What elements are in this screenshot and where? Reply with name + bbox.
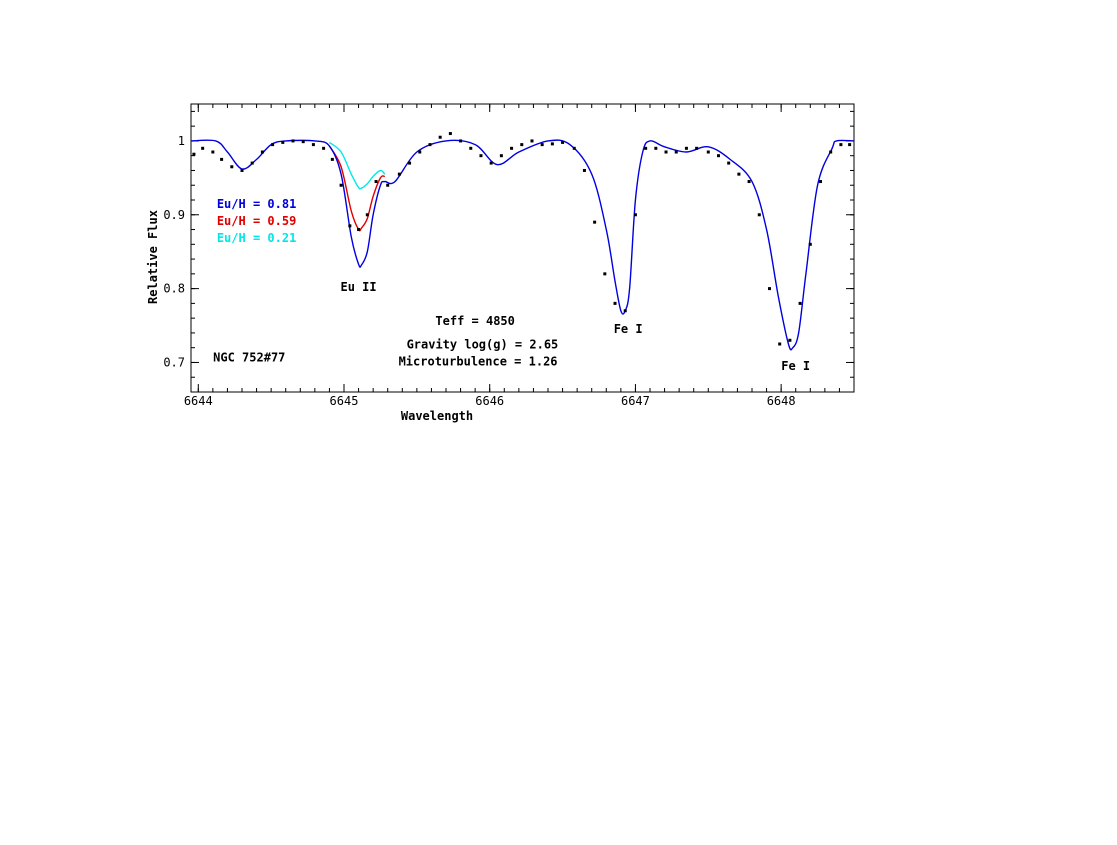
axis-ticks <box>191 104 854 393</box>
plot-frame <box>190 103 855 393</box>
observed-point <box>664 150 668 154</box>
y-tick-label: 1 <box>178 134 185 148</box>
observed-point <box>348 224 352 228</box>
y-axis-label: Relative Flux <box>146 210 160 304</box>
observed-point <box>674 150 678 154</box>
observed-point <box>459 139 463 143</box>
observed-point <box>311 143 315 147</box>
observed-point <box>330 157 334 161</box>
observed-point <box>540 143 544 147</box>
annotation-leg2: Eu/H = 0.59 <box>217 214 296 228</box>
series-line <box>328 141 386 190</box>
annotation-fe1b: Fe I <box>781 359 810 373</box>
observed-point <box>322 146 326 150</box>
y-tick-label: 0.7 <box>163 355 185 369</box>
observed-point <box>737 172 741 176</box>
observed-point <box>260 150 264 154</box>
observed-point <box>593 220 597 224</box>
x-axis-label: Wavelength <box>401 409 473 423</box>
observed-point <box>448 132 452 136</box>
observed-point <box>220 157 224 161</box>
observed-point <box>788 338 792 342</box>
annotation-leg1: Eu/H = 0.81 <box>217 197 296 211</box>
observed-point <box>839 143 843 147</box>
observed-point <box>818 180 822 184</box>
x-tick-label: 6644 <box>184 394 213 408</box>
observed-point <box>829 150 833 154</box>
observed-point <box>211 150 215 154</box>
observed-point <box>706 150 710 154</box>
observed-point <box>798 301 802 305</box>
observed-point <box>716 154 720 158</box>
observed-point <box>240 168 244 172</box>
observed-point <box>479 154 483 158</box>
observed-point <box>747 180 751 184</box>
observed-point <box>438 135 442 139</box>
y-tick-label: 0.8 <box>163 282 185 296</box>
observed-point <box>510 146 514 150</box>
observed-point <box>408 161 412 165</box>
observed-point <box>727 161 731 165</box>
observed-point <box>684 146 688 150</box>
observed-point <box>291 139 295 143</box>
observed-point <box>695 146 699 150</box>
observed-point <box>572 146 576 150</box>
observed-point <box>767 287 771 291</box>
observed-point <box>365 213 369 217</box>
annotation-eu2: Eu II <box>341 280 377 294</box>
observed-point <box>633 213 637 217</box>
observed-point <box>357 228 361 232</box>
x-tick-label: 6648 <box>767 394 796 408</box>
x-tick-label: 6645 <box>330 394 359 408</box>
observed-point <box>201 146 205 150</box>
observed-point <box>397 172 401 176</box>
observed-point <box>848 143 852 147</box>
observed-point <box>550 142 554 146</box>
annotation-micro: Microturbulence = 1.26 <box>399 354 558 368</box>
annotations: Eu II Fe I Fe I Teff = 4850 Gravity log(g) =… <box>213 197 810 373</box>
observed-point <box>623 309 627 313</box>
observed-point <box>489 161 493 165</box>
observed-point <box>808 242 812 246</box>
x-tick-label: 6646 <box>475 394 504 408</box>
observed-point <box>301 140 305 144</box>
observed-point <box>250 161 254 165</box>
observed-point <box>644 146 648 150</box>
annotation-leg3: Eu/H = 0.21 <box>217 231 296 245</box>
observed-point <box>469 146 473 150</box>
observed-point <box>192 152 196 156</box>
observed-point <box>281 140 285 144</box>
annotation-teff: Teff = 4850 <box>435 314 514 328</box>
annotation-star: NGC 752#77 <box>213 351 285 365</box>
observed-point <box>418 150 422 154</box>
observed-point <box>271 143 275 147</box>
axis-tick-labels: 6644 6645 6646 6647 6648 0.7 0.8 0.9 1 <box>163 134 795 408</box>
observed-points <box>192 132 852 346</box>
x-tick-label: 6647 <box>621 394 650 408</box>
annotation-grav: Gravity log(g) = 2.65 <box>407 337 559 351</box>
y-tick-label: 0.9 <box>163 208 185 222</box>
observed-point <box>654 146 658 150</box>
observed-point <box>530 139 534 143</box>
observed-point <box>499 154 503 158</box>
observed-point <box>778 342 782 346</box>
observed-point <box>230 165 234 169</box>
observed-point <box>582 168 586 172</box>
observed-point <box>520 143 524 147</box>
observed-point <box>561 140 565 144</box>
observed-point <box>386 183 390 187</box>
observed-point <box>339 183 343 187</box>
series-line <box>328 145 386 232</box>
annotation-fe1a: Fe I <box>614 322 643 336</box>
observed-point <box>603 272 607 276</box>
observed-point <box>374 180 378 184</box>
observed-point <box>757 213 761 217</box>
observed-point <box>428 143 432 147</box>
observed-point <box>613 301 617 305</box>
